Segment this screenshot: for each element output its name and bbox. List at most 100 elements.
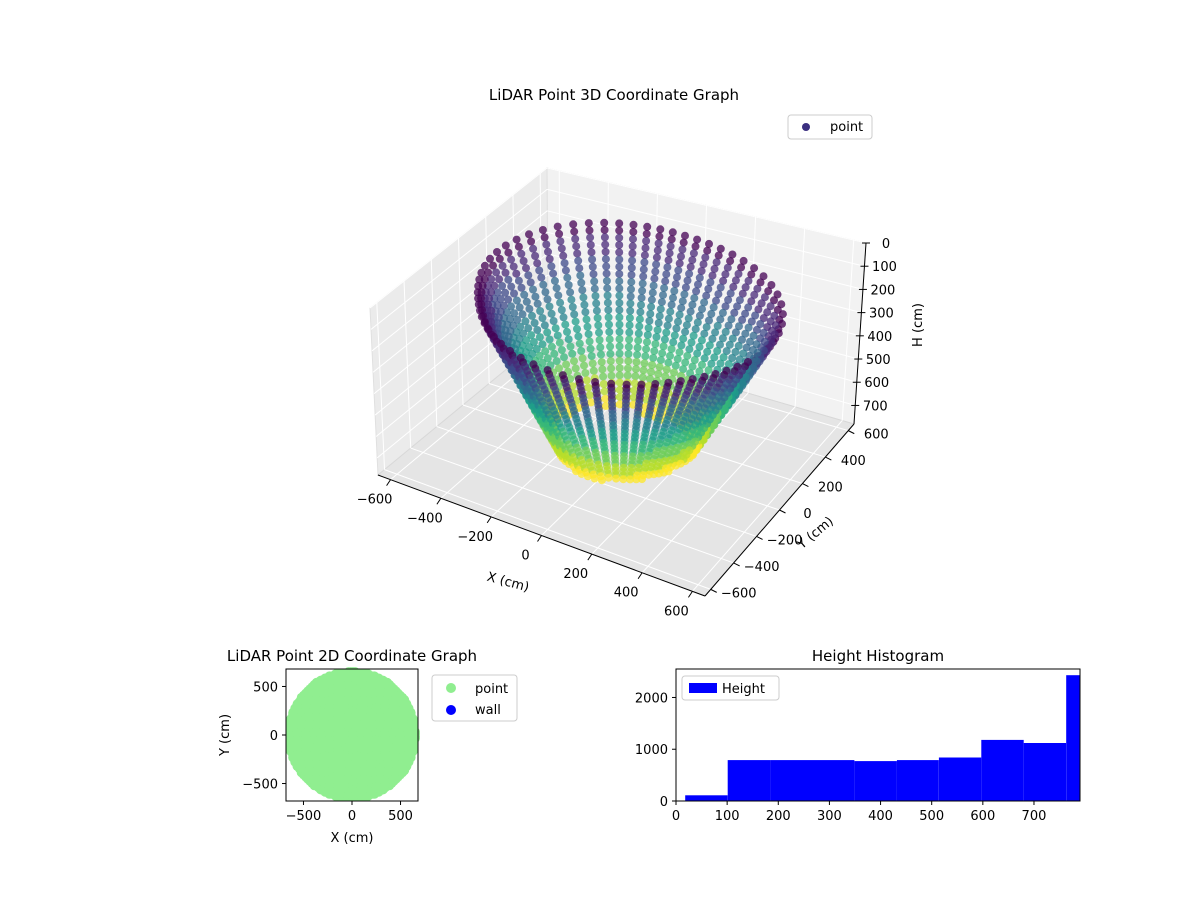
point-cloud-dot bbox=[615, 385, 624, 394]
point-cloud-dot bbox=[596, 343, 605, 352]
point-cloud-dot bbox=[744, 303, 753, 312]
point-cloud-dot bbox=[626, 475, 635, 484]
x-tick-mark bbox=[486, 516, 492, 524]
point-cloud-dot bbox=[549, 269, 558, 278]
point-cloud-dot bbox=[629, 235, 637, 244]
x-tick-label-histogram: 600 bbox=[970, 809, 995, 824]
histogram-bar bbox=[938, 757, 982, 801]
point-cloud-dot bbox=[627, 278, 636, 287]
point-cloud-dot bbox=[741, 309, 750, 318]
point-cloud-dot bbox=[581, 308, 590, 317]
grid-line-y-floor bbox=[384, 469, 711, 590]
point-cloud-dot bbox=[615, 349, 624, 358]
point-cloud-dot bbox=[632, 358, 641, 366]
point-cloud-dot bbox=[655, 363, 664, 371]
point-cloud-dot bbox=[625, 314, 634, 322]
point-cloud-dot bbox=[606, 349, 615, 358]
point-cloud-dot bbox=[713, 347, 722, 355]
point-cloud-dot bbox=[655, 312, 664, 321]
point-cloud-dot bbox=[639, 272, 648, 281]
point-cloud-dot bbox=[724, 360, 733, 369]
point-cloud-dot bbox=[756, 334, 765, 343]
z-tick-label-3d: 700 bbox=[863, 399, 888, 414]
x-axis-label-2d: X (cm) bbox=[331, 831, 374, 846]
point-cloud-dot bbox=[677, 304, 686, 312]
point-cloud-dot bbox=[490, 281, 499, 290]
y-tick-mark bbox=[756, 536, 763, 540]
point-cloud-dot bbox=[521, 317, 530, 326]
point-cloud-dot bbox=[757, 299, 766, 308]
point-cloud-dot bbox=[552, 284, 561, 293]
point-cloud-dot bbox=[650, 274, 659, 283]
x-axis-label-3d: X (cm) bbox=[485, 570, 530, 596]
point-cloud-dot bbox=[627, 285, 635, 294]
point-cloud-dot bbox=[689, 249, 698, 258]
point-cloud-dot bbox=[673, 273, 681, 282]
point-cloud-dot bbox=[600, 233, 609, 242]
point-cloud-dot bbox=[545, 335, 554, 344]
point-cloud-dot bbox=[692, 287, 701, 296]
point-cloud-dot bbox=[587, 398, 595, 407]
point-cloud-dot bbox=[553, 222, 562, 231]
point-cloud-dot bbox=[507, 302, 516, 311]
point-cloud-dot bbox=[529, 244, 538, 253]
point-cloud-dot bbox=[626, 306, 635, 315]
point-cloud-dot bbox=[637, 293, 646, 302]
point-cloud-dot bbox=[672, 324, 681, 333]
point-cloud-dot bbox=[686, 262, 695, 271]
point-cloud-dot bbox=[589, 270, 598, 279]
point-cloud-dot bbox=[513, 315, 522, 324]
point-cloud-dot bbox=[667, 300, 676, 309]
point-cloud-dot bbox=[578, 286, 587, 295]
point-cloud-dot bbox=[615, 378, 624, 387]
grid-line-y-left bbox=[403, 281, 412, 449]
histogram-title: Height Histogram bbox=[812, 647, 944, 665]
point-series-2d bbox=[286, 667, 420, 801]
point-cloud-dot bbox=[615, 248, 624, 257]
y-axis-label-2d: Y (cm) bbox=[218, 714, 233, 757]
point-cloud-dot bbox=[675, 310, 684, 319]
point-cloud-dot bbox=[666, 351, 674, 360]
point-cloud-dot bbox=[642, 237, 651, 245]
point-cloud-dot bbox=[681, 327, 690, 336]
point-cloud-dot bbox=[519, 257, 528, 265]
point-cloud-dot bbox=[652, 333, 661, 341]
point-cloud-dot bbox=[615, 342, 624, 351]
point-cloud-dot bbox=[615, 335, 624, 344]
point-cloud-dot bbox=[653, 246, 662, 255]
grid-line-x-back bbox=[841, 240, 855, 421]
point-cloud-dot bbox=[590, 277, 599, 286]
point-cloud-dot bbox=[533, 259, 542, 268]
point-cloud-dot bbox=[719, 353, 728, 362]
point-cloud-dot bbox=[600, 387, 609, 396]
point-cloud-dot bbox=[528, 311, 536, 320]
point-cloud-dot bbox=[657, 298, 666, 307]
point-cloud-dot bbox=[605, 327, 614, 336]
point-cloud-dot bbox=[495, 275, 504, 284]
point-cloud-dot bbox=[735, 296, 744, 305]
point-cloud-dot bbox=[677, 341, 686, 350]
point-cloud-dot bbox=[648, 361, 657, 369]
point-cloud-dot bbox=[646, 309, 655, 318]
y-tick-label-3d: −200 bbox=[767, 533, 803, 548]
point-cloud-dot bbox=[737, 263, 746, 272]
point-cloud-dot bbox=[542, 240, 551, 249]
point-cloud-dot bbox=[473, 288, 482, 297]
point-cloud-dot bbox=[685, 345, 694, 354]
point-cloud-dot bbox=[682, 321, 691, 330]
point-cloud-dot bbox=[604, 306, 613, 314]
point-cloud-dot bbox=[636, 308, 645, 317]
x-tick-label-3d: 0 bbox=[521, 549, 529, 564]
point-cloud-dot bbox=[501, 241, 510, 250]
point-cloud-dot bbox=[700, 354, 709, 363]
point-cloud-dot bbox=[642, 229, 651, 238]
point-cloud-dot bbox=[544, 247, 552, 256]
point-cloud-dot bbox=[625, 328, 634, 337]
point-cloud-dot bbox=[701, 253, 710, 262]
point-cloud-dot bbox=[572, 242, 581, 251]
point-cloud-dot bbox=[627, 270, 636, 279]
point-cloud-dot bbox=[512, 269, 521, 278]
point-cloud-dot bbox=[628, 256, 637, 265]
point-cloud-dot bbox=[674, 266, 683, 275]
point-cloud-dot bbox=[556, 298, 565, 307]
